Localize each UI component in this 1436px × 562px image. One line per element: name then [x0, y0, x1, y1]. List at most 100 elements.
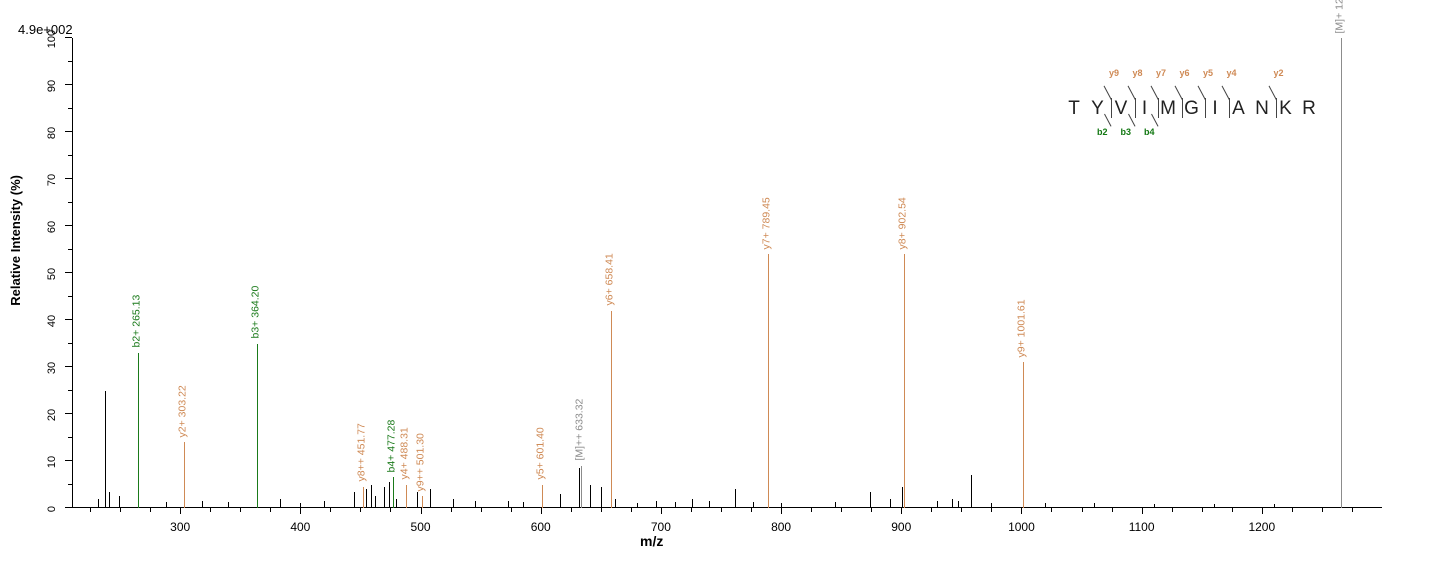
spectrum-peak[interactable]	[389, 482, 391, 508]
x-tick-minor	[570, 508, 572, 512]
x-tick-minor	[510, 508, 512, 512]
x-tick-minor	[931, 508, 933, 512]
spectrum-peak[interactable]	[937, 500, 939, 508]
spectrum-peak[interactable]	[589, 484, 591, 508]
spectrum-peak[interactable]	[393, 477, 395, 508]
spectrum-peak[interactable]	[416, 491, 418, 508]
spectrum-peak[interactable]	[1045, 503, 1047, 508]
spectrum-peak[interactable]	[610, 310, 612, 508]
x-tick-minor	[690, 508, 692, 512]
x-tick-minor	[811, 508, 813, 512]
spectrum-peak[interactable]	[430, 489, 432, 508]
spectrum-peak[interactable]	[184, 442, 186, 508]
x-tick	[300, 508, 302, 514]
spectrum-peak[interactable]	[257, 343, 259, 508]
y-tick-label: 70	[46, 173, 58, 187]
spectrum-peak[interactable]	[656, 500, 658, 508]
x-tick-minor	[90, 508, 92, 512]
y-ion-marker	[1228, 98, 1230, 118]
y-tick-minor	[68, 201, 72, 203]
spectrum-peak[interactable]	[108, 491, 110, 508]
x-tick-label: 700	[650, 520, 671, 534]
spectrum-peak[interactable]	[768, 254, 770, 508]
spectrum-peak[interactable]	[98, 498, 100, 508]
spectrum-peak[interactable]	[636, 503, 638, 508]
spectrum-peak[interactable]	[1093, 503, 1095, 508]
x-tick-minor	[120, 508, 122, 512]
b-ion-label: b2	[1097, 127, 1108, 137]
spectrum-peak[interactable]	[165, 502, 167, 508]
spectrum-peak[interactable]	[1023, 362, 1025, 508]
sequence-residue: V	[1114, 98, 1128, 119]
spectrum-peak[interactable]	[508, 500, 510, 508]
spectrum-peak[interactable]	[753, 502, 755, 508]
spectrum-peak[interactable]	[991, 503, 993, 508]
y-tick-minor	[68, 436, 72, 438]
y-ion-label: y4	[1226, 68, 1237, 78]
spectrum-peak[interactable]	[105, 390, 107, 508]
spectrum-peak[interactable]	[138, 352, 140, 508]
spectrum-peak[interactable]	[600, 486, 602, 508]
spectrum-peak[interactable]	[362, 486, 364, 508]
spectrum-peak[interactable]	[951, 498, 953, 508]
spectrum-peak[interactable]	[384, 486, 386, 508]
spectrum-peak[interactable]	[904, 254, 906, 508]
spectrum-peak[interactable]	[890, 498, 892, 508]
spectrum-peak[interactable]	[559, 493, 561, 508]
x-tick-minor	[841, 508, 843, 512]
spectrum-peak[interactable]	[835, 502, 837, 508]
spectrum-peak[interactable]	[300, 503, 302, 508]
spectrum-peak[interactable]	[901, 486, 903, 508]
spectrum-peak[interactable]	[1273, 504, 1275, 508]
x-tick	[660, 508, 662, 514]
spectrum-peak[interactable]	[201, 500, 203, 508]
spectrum-peak[interactable]	[366, 489, 368, 508]
spectrum-peak[interactable]	[522, 502, 524, 508]
y-tick-minor	[68, 295, 72, 297]
spectrum-peak[interactable]	[675, 502, 677, 508]
x-tick-minor	[1201, 508, 1203, 512]
x-tick	[540, 508, 542, 514]
spectrum-peak[interactable]	[228, 502, 230, 508]
x-tick	[1021, 508, 1023, 514]
spectrum-peak[interactable]	[374, 496, 376, 508]
spectrum-peak[interactable]	[708, 500, 710, 508]
spectrum-peak[interactable]	[1340, 38, 1342, 508]
y-tick-label: 10	[46, 455, 58, 469]
spectrum-peak[interactable]	[580, 465, 582, 508]
spectrum-peak[interactable]	[870, 491, 872, 508]
x-axis-line	[72, 507, 1382, 508]
spectrum-peak[interactable]	[118, 496, 120, 508]
spectrum-peak[interactable]	[735, 489, 737, 508]
y-ion-marker	[1275, 98, 1277, 118]
spectrum-peak[interactable]	[579, 468, 581, 508]
spectrum-peak[interactable]	[324, 500, 326, 508]
b-ion-label: b3	[1120, 127, 1132, 137]
spectrum-peak[interactable]	[371, 484, 373, 508]
peak-label: y9+ 1001.61	[1015, 299, 1028, 358]
x-tick-label: 400	[290, 520, 311, 534]
y-ion-label: y8	[1132, 68, 1143, 78]
x-tick-label: 600	[530, 520, 551, 534]
y-tick	[65, 178, 72, 179]
spectrum-peak[interactable]	[970, 475, 972, 508]
y-tick-minor	[68, 389, 72, 391]
x-tick-minor	[1351, 508, 1353, 512]
spectrum-peak[interactable]	[406, 484, 408, 508]
spectrum-peak[interactable]	[452, 498, 454, 508]
x-tick-minor	[480, 508, 482, 512]
spectrum-peak[interactable]	[395, 498, 397, 508]
spectrum-peak[interactable]	[957, 500, 959, 508]
x-tick-minor	[210, 508, 212, 512]
spectrum-peak[interactable]	[1153, 504, 1155, 508]
spectrum-peak[interactable]	[354, 491, 356, 508]
spectrum-peak[interactable]	[474, 500, 476, 508]
spectrum-peak[interactable]	[781, 503, 783, 508]
spectrum-peak[interactable]	[279, 498, 281, 508]
spectrum-peak[interactable]	[692, 498, 694, 508]
spectrum-peak[interactable]	[422, 496, 424, 508]
spectrum-peak[interactable]	[542, 484, 544, 508]
spectrum-peak[interactable]	[615, 498, 617, 508]
spectrum-peak[interactable]	[1213, 504, 1215, 508]
